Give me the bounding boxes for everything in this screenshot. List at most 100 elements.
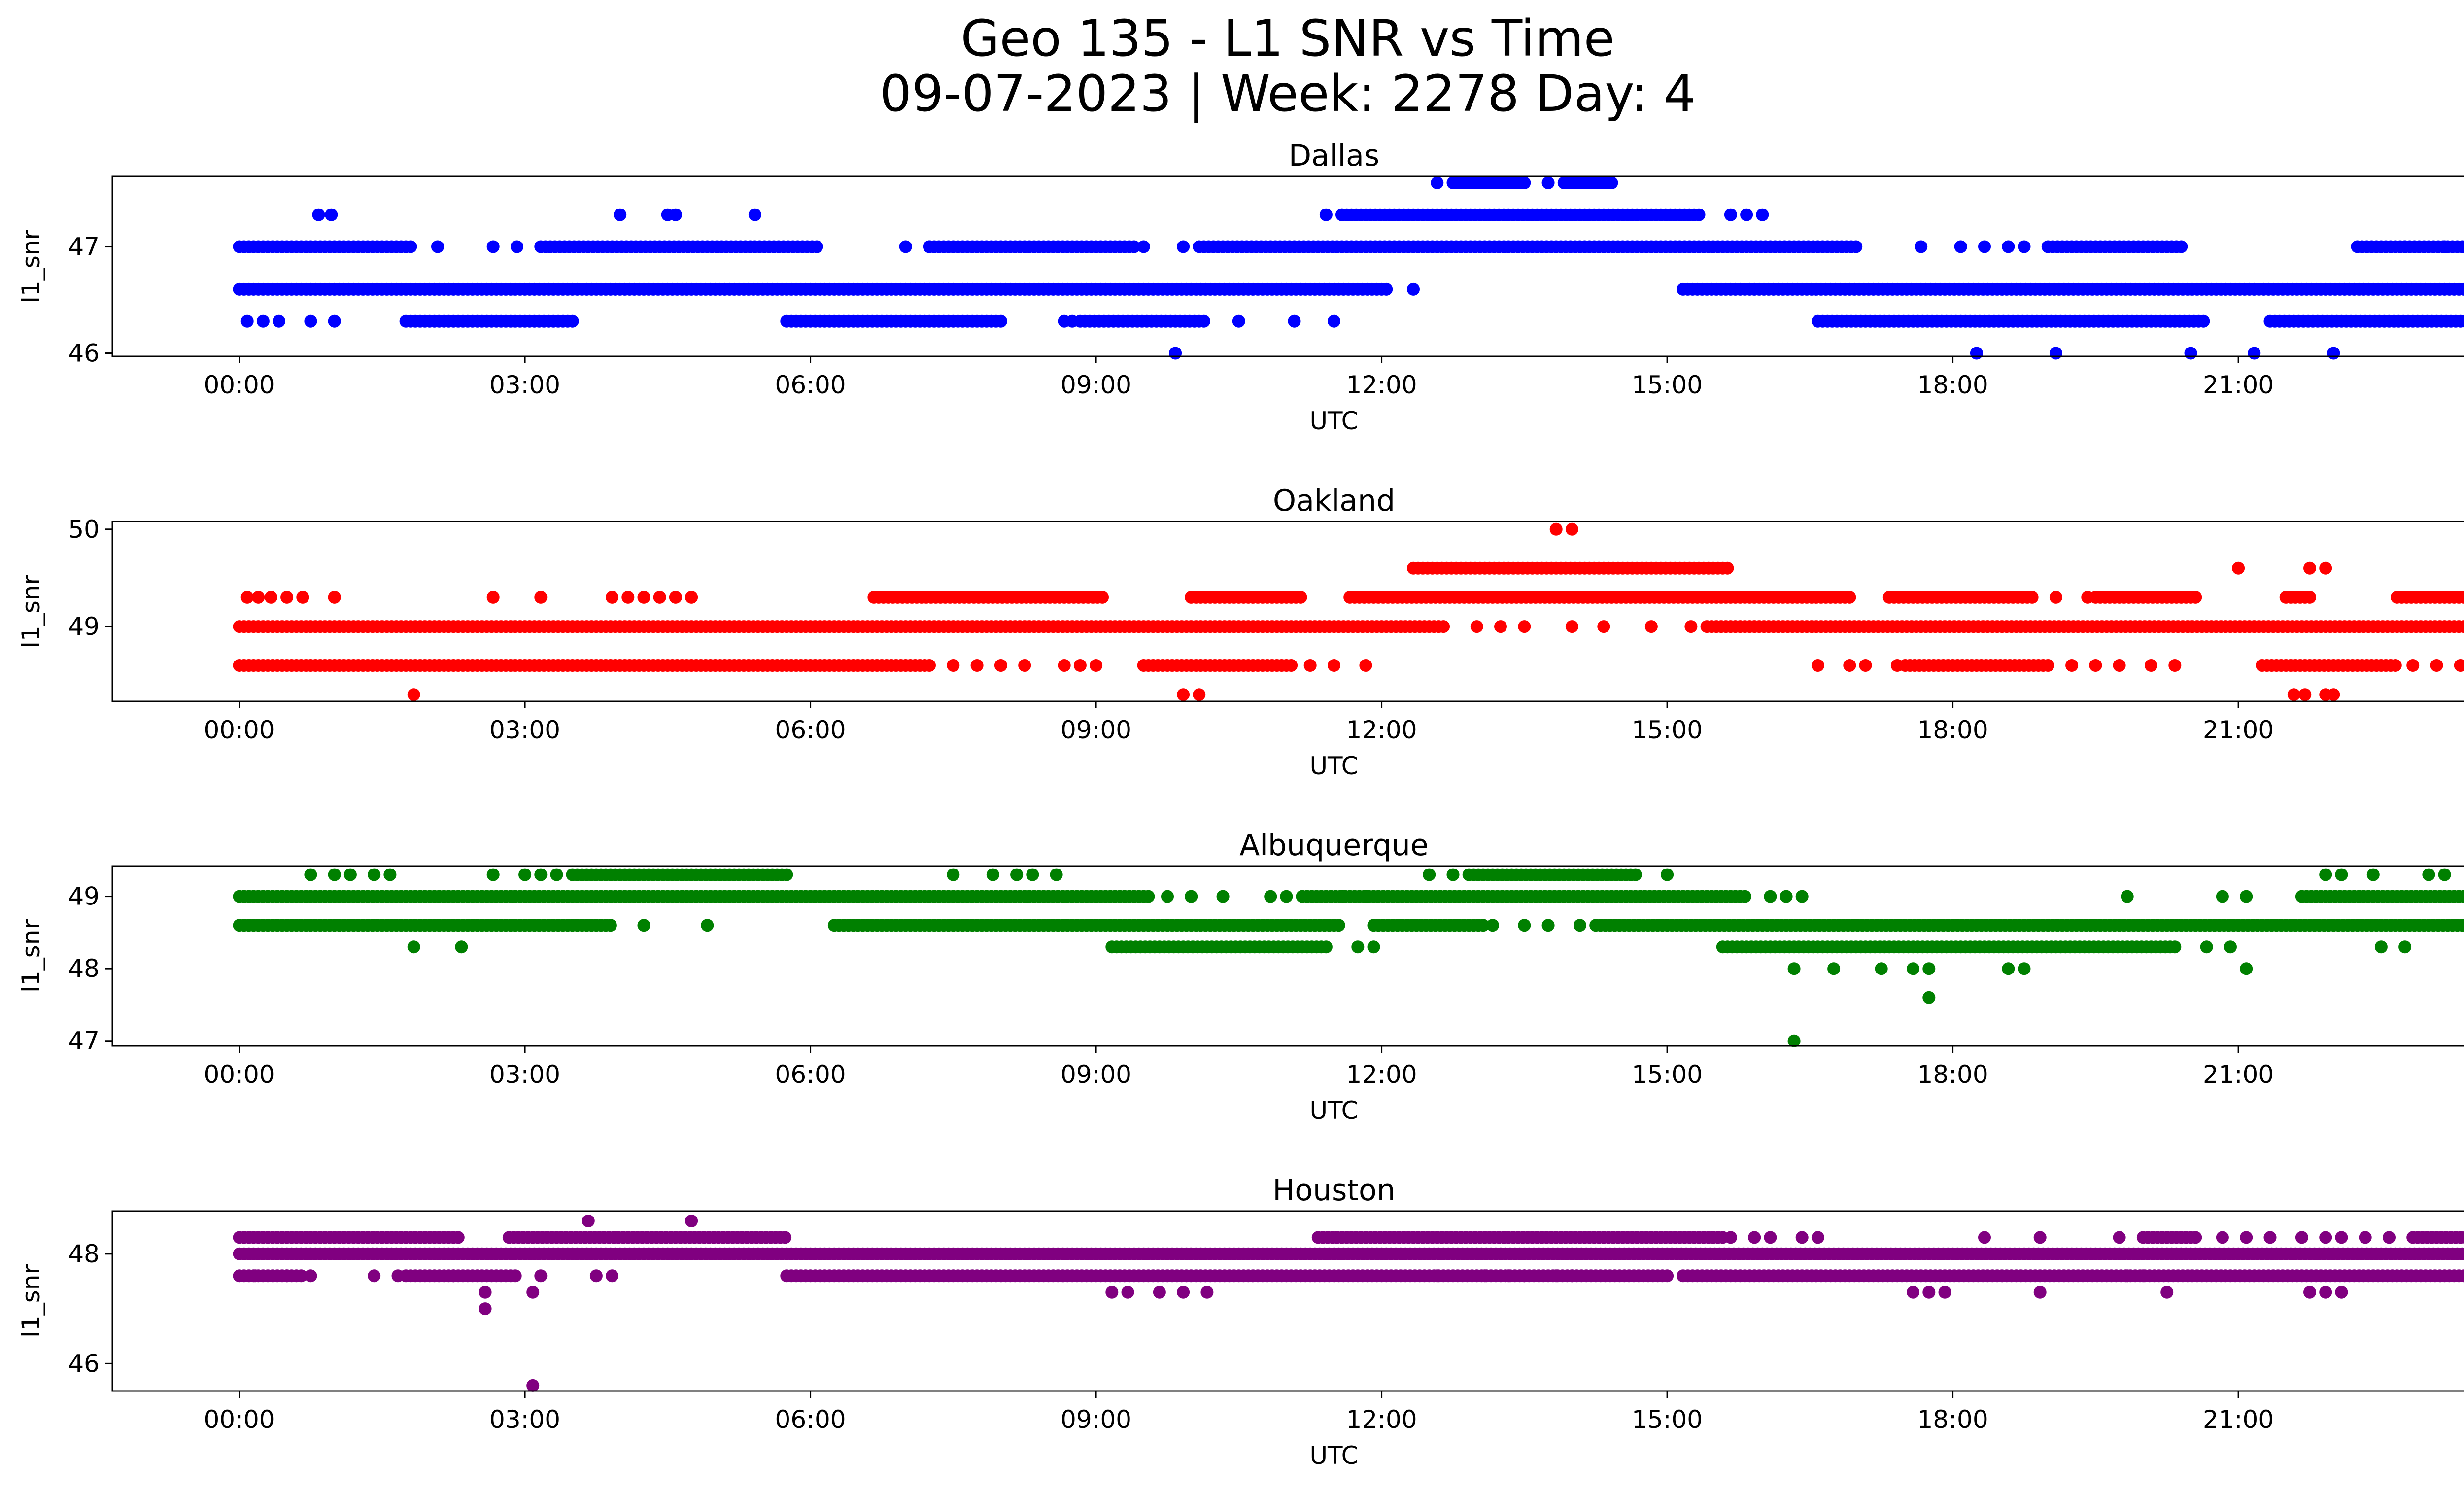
data-point (1161, 890, 1174, 903)
data-point (1541, 919, 1555, 932)
data-point (304, 868, 317, 881)
data-point (1137, 240, 1150, 253)
data-point (2319, 868, 2332, 881)
data-point (1177, 1286, 1190, 1299)
data-point (1721, 561, 1734, 575)
data-point (1661, 868, 1674, 881)
data-point (486, 240, 500, 253)
data-point (2459, 1231, 2464, 1244)
data-point (343, 868, 357, 881)
data-point (1787, 1034, 1801, 1047)
data-point (2033, 1231, 2047, 1244)
data-point (810, 240, 823, 253)
subplot-title: Albuquerque (1239, 828, 1429, 863)
data-point (2459, 314, 2464, 328)
data-point (325, 208, 338, 221)
data-point (2160, 1286, 2174, 1299)
data-point (2081, 591, 2094, 604)
y-axis-label: l1_snr (17, 919, 45, 993)
x-tick-label: 15:00 (1632, 1405, 1703, 1434)
data-point (1328, 659, 1340, 672)
data-point (1121, 1286, 1134, 1299)
data-point (1764, 1231, 1777, 1244)
data-point (2462, 592, 2464, 602)
x-tick-label: 00:00 (204, 1060, 275, 1089)
data-point (2248, 347, 2261, 360)
subplot-dallas: Dallas 00:00 03:00 06:00 09:00 12:00 15:00 18:0… (17, 139, 2464, 435)
data-point (368, 1269, 381, 1283)
data-point (637, 919, 650, 932)
data-point (2374, 940, 2388, 954)
x-tick-label: 21:00 (2203, 1060, 2274, 1089)
data-point (383, 868, 397, 881)
plot-frame (111, 1210, 2464, 1392)
data-point (2287, 688, 2300, 701)
data-point (1827, 962, 1841, 975)
data-point (1142, 890, 1155, 903)
data-point (1359, 890, 1372, 903)
data-point (509, 1269, 522, 1283)
data-point (2457, 890, 2464, 903)
data-point (296, 591, 309, 604)
data-point (2430, 659, 2443, 672)
data-point (1335, 890, 1349, 903)
data-point (685, 591, 698, 604)
data-point (1476, 919, 1490, 932)
data-point (2065, 659, 2079, 672)
x-tick-label: 21:00 (2203, 371, 2274, 399)
data-point (1565, 620, 1578, 633)
data-point (947, 868, 960, 881)
y-tick-label: 48 (68, 954, 100, 983)
x-tick-label: 00:00 (204, 371, 275, 399)
data-point (779, 1231, 792, 1244)
series-points (233, 1215, 2464, 1392)
data-point (1486, 919, 1499, 932)
data-point (986, 868, 999, 881)
data-point (1319, 208, 1333, 221)
data-point (486, 868, 500, 881)
data-point (1288, 314, 1301, 328)
subplot-oakland: Oakland 00:00 03:00 06:00 09:00 12:00 15:00 18:… (17, 484, 2464, 780)
data-point (1026, 868, 1039, 881)
data-point (1185, 890, 1198, 903)
data-point (2113, 1231, 2126, 1244)
data-point (2457, 620, 2464, 633)
data-point (2303, 1286, 2316, 1299)
data-point (2240, 890, 2253, 903)
data-point (2145, 659, 2157, 672)
data-point (2383, 1231, 2396, 1244)
subplot-title: Dallas (1289, 139, 1379, 173)
data-point (1303, 659, 1317, 672)
data-point (1328, 314, 1340, 328)
data-point (780, 868, 793, 881)
data-point (1795, 1231, 1809, 1244)
data-point (240, 591, 254, 604)
data-point (2462, 892, 2464, 902)
data-point (2189, 591, 2202, 604)
data-point (2049, 347, 2062, 360)
x-axis-label: UTC (1309, 1441, 1358, 1470)
data-point (653, 591, 666, 604)
data-point (582, 1215, 595, 1227)
data-point (2438, 868, 2451, 881)
data-point (2298, 688, 2312, 701)
data-point (1843, 659, 1856, 672)
data-point (1073, 659, 1087, 672)
data-point (2168, 659, 2182, 672)
data-point (1478, 1269, 1491, 1283)
data-point (2303, 591, 2316, 604)
data-point (2121, 1269, 2134, 1283)
data-point (1978, 240, 1991, 253)
data-point (1169, 347, 1182, 360)
subplot-title: Houston (1272, 1173, 1395, 1208)
data-point (1922, 962, 1936, 975)
y-axis-label: l1_snr (17, 1264, 45, 1338)
data-point (1629, 868, 1642, 881)
data-point (2398, 240, 2412, 253)
data-point (1518, 1269, 1531, 1283)
data-point (407, 940, 420, 954)
data-point (1644, 620, 1658, 633)
x-axis-label: UTC (1309, 407, 1358, 435)
x-tick-label: 09:00 (1061, 1405, 1131, 1434)
data-point (1518, 919, 1531, 932)
